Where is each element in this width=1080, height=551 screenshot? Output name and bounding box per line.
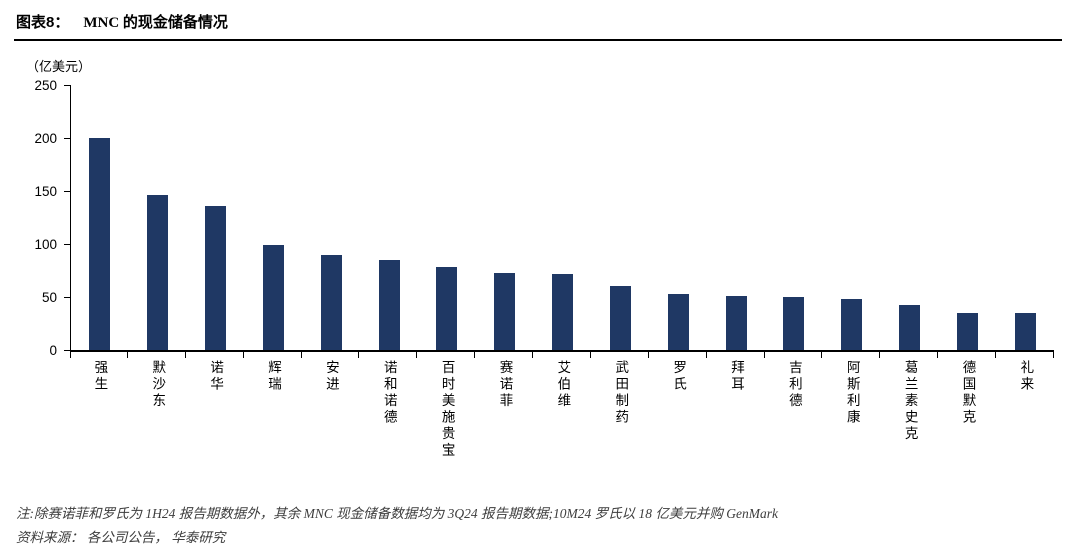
- bar-slot: [765, 297, 823, 350]
- x-category-label: 强生: [92, 360, 108, 393]
- bar-slot: [476, 272, 534, 350]
- bar-slot: [187, 205, 245, 350]
- bar: [378, 259, 400, 350]
- bar: [262, 245, 284, 350]
- bar-slot: [302, 254, 360, 350]
- chart-header: 图表8： MNC 的现金储备情况: [14, 8, 1062, 41]
- bar: [1014, 312, 1036, 350]
- bar-slot: [996, 312, 1054, 350]
- x-category-label: 罗氏: [671, 360, 687, 393]
- bar-slot: [938, 312, 996, 350]
- bar-slot: [360, 259, 418, 350]
- x-slot: 诺和诺德: [359, 352, 418, 488]
- bars-row: [71, 85, 1054, 350]
- x-category-label: 拜耳: [728, 360, 744, 393]
- x-category-label: 默沙东: [150, 360, 166, 410]
- source-line: 资料来源： 各公司公告， 华泰研究: [16, 529, 226, 545]
- bar: [494, 272, 516, 350]
- x-category-label: 诺和诺德: [381, 360, 397, 426]
- y-tick-mark: [64, 296, 70, 298]
- bar: [667, 293, 689, 350]
- bar: [552, 273, 574, 350]
- bar: [609, 286, 631, 350]
- chart-plot-row: 0 50 100 150 200 250: [24, 78, 1054, 356]
- bar-slot: [649, 293, 707, 350]
- x-slot: 吉利德: [765, 352, 823, 488]
- x-category-label: 艾伯维: [555, 360, 571, 410]
- note-line: 注:除赛诺菲和罗氏为 1H24 报告期数据外，其余 MNC 现金储备数据均为 3…: [16, 506, 778, 521]
- bar: [89, 138, 111, 350]
- x-category-label: 吉利德: [786, 360, 802, 410]
- x-category-label: 葛兰素史克: [902, 360, 918, 443]
- bar-slot: [591, 286, 649, 350]
- bar: [147, 195, 169, 350]
- y-tick-label: 50: [41, 289, 57, 305]
- x-labels-row: 强生 默沙东 诺华 辉瑞 安进 诺和诺德 百时美施贵宝 赛诺菲 艾伯维 武田制药 罗氏 拜耳 吉利德 阿斯…: [70, 352, 1054, 488]
- y-tick-label: 200: [34, 130, 57, 146]
- y-tick-mark: [64, 190, 70, 192]
- bar: [436, 267, 458, 350]
- x-category-label: 礼来: [1018, 360, 1034, 393]
- bar-slot: [881, 305, 939, 350]
- x-slot: 赛诺菲: [475, 352, 533, 488]
- x-category-label: 安进: [323, 360, 339, 393]
- x-slot: 阿斯利康: [822, 352, 881, 488]
- y-axis-unit-label: （亿美元）: [26, 59, 92, 74]
- x-category-label: 赛诺菲: [497, 360, 513, 410]
- x-category-label: 诺华: [208, 360, 224, 393]
- x-slot: 德国默克: [938, 352, 996, 488]
- y-tick-mark: [64, 84, 70, 86]
- x-slot: 葛兰素史克: [880, 352, 939, 488]
- bar: [320, 254, 342, 350]
- x-slot: 艾伯维: [533, 352, 591, 488]
- bar-slot: [244, 245, 302, 350]
- chart-number-label: 图表8：: [16, 14, 70, 31]
- x-slot: 诺华: [186, 352, 244, 488]
- page-title: MNC 的现金储备情况: [83, 15, 228, 31]
- bar-slot: [707, 295, 765, 350]
- bar-slot: [129, 195, 187, 350]
- x-slot: 礼来: [996, 352, 1054, 488]
- x-slot: 辉瑞: [244, 352, 302, 488]
- x-slot: 百时美施贵宝: [417, 352, 476, 488]
- y-tick-mark: [64, 243, 70, 245]
- x-slot: 罗氏: [649, 352, 707, 488]
- y-axis: 0 50 100 150 200 250: [24, 78, 70, 356]
- bar-slot: [418, 267, 476, 350]
- x-slot: 默沙东: [128, 352, 186, 488]
- bar-slot: [823, 299, 881, 350]
- plot-area: [70, 85, 1054, 352]
- y-tick-mark: [64, 137, 70, 139]
- bar: [956, 312, 978, 350]
- bar: [783, 297, 805, 350]
- y-tick-label: 0: [49, 342, 57, 358]
- x-axis-spacer: [24, 352, 70, 488]
- y-tick-label: 250: [34, 77, 57, 93]
- x-category-label: 德国默克: [960, 360, 976, 426]
- y-tick-label: 150: [34, 183, 57, 199]
- x-category-label: 百时美施贵宝: [439, 360, 455, 459]
- x-slot: 拜耳: [707, 352, 765, 488]
- y-tick-mark: [64, 349, 70, 351]
- x-slot: 强生: [70, 352, 128, 488]
- x-slot: 武田制药: [591, 352, 649, 488]
- x-category-label: 武田制药: [613, 360, 629, 426]
- cash-reserve-bar-chart: 0 50 100 150 200 250 强生 默沙东 诺华 辉瑞 安进 诺和诺德 百时美施贵宝 赛诺菲…: [24, 78, 1054, 488]
- x-category-label: 阿斯利康: [844, 360, 860, 426]
- y-tick-label: 100: [34, 236, 57, 252]
- x-category-label: 辉瑞: [265, 360, 281, 393]
- bar: [841, 299, 863, 350]
- bar: [725, 295, 747, 350]
- bar: [205, 205, 227, 350]
- x-axis-row: 强生 默沙东 诺华 辉瑞 安进 诺和诺德 百时美施贵宝 赛诺菲 艾伯维 武田制药 罗氏 拜耳 吉利德 阿斯…: [24, 352, 1054, 488]
- x-slot: 安进: [302, 352, 360, 488]
- footnotes: 注:除赛诺菲和罗氏为 1H24 报告期数据外，其余 MNC 现金储备数据均为 3…: [16, 502, 1062, 549]
- bar-slot: [534, 273, 592, 350]
- bar: [899, 305, 920, 350]
- bar-slot: [71, 138, 129, 350]
